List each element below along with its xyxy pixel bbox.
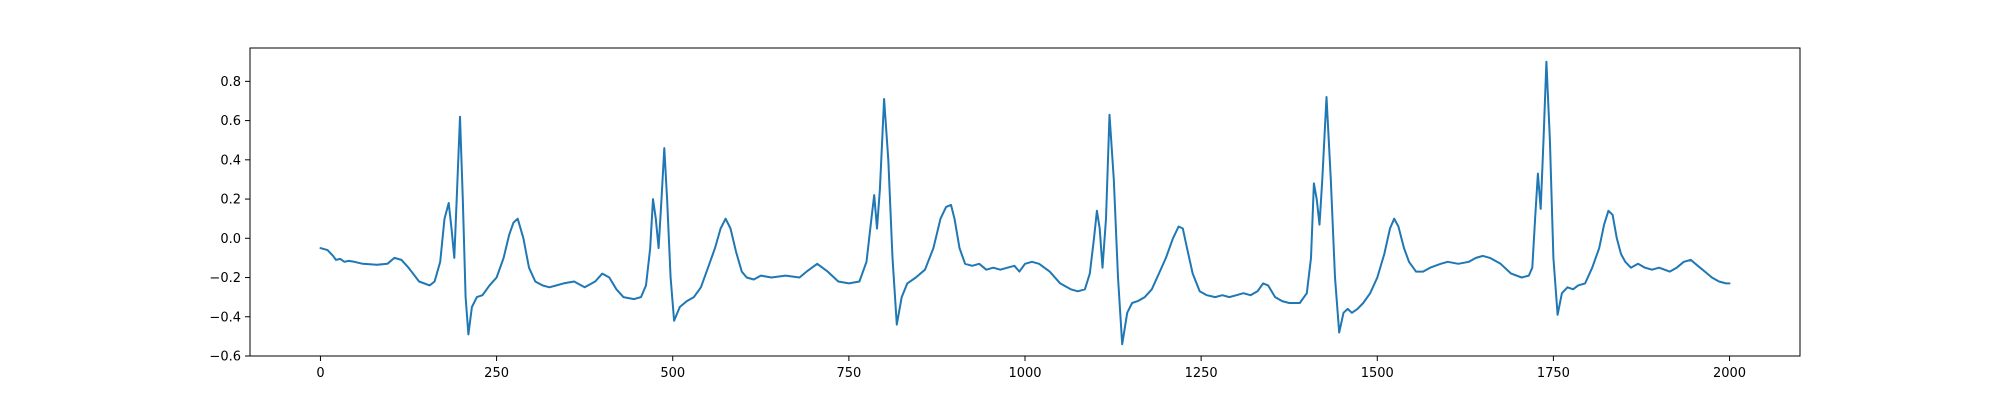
y-tick-label: −0.4 xyxy=(209,310,241,325)
y-tick-label: 0.2 xyxy=(220,193,241,208)
x-tick-label: 0 xyxy=(316,366,324,381)
x-axis: 0 250 500 750 1000 1250 1500 1750 2000 xyxy=(316,356,1746,381)
y-tick-label: 0.8 xyxy=(220,75,241,90)
y-tick-label: −0.6 xyxy=(209,350,241,365)
plot-area-border xyxy=(249,47,1801,357)
y-tick-label: 0.4 xyxy=(220,153,241,168)
x-tick-label: 750 xyxy=(836,366,861,381)
y-tick-label: 0.0 xyxy=(220,232,241,247)
y-tick-label: 0.6 xyxy=(220,114,241,129)
x-tick-label: 250 xyxy=(484,366,509,381)
x-tick-label: 1750 xyxy=(1537,366,1570,381)
x-tick-label: 2000 xyxy=(1713,366,1746,381)
ecg-signal-line xyxy=(319,60,1731,346)
x-tick-label: 1000 xyxy=(1008,366,1041,381)
y-axis: −0.6 −0.4 −0.2 0.0 0.2 0.4 0.6 0.8 xyxy=(209,75,250,365)
x-tick-label: 1250 xyxy=(1185,366,1218,381)
x-tick-label: 500 xyxy=(660,366,685,381)
x-tick-label: 1500 xyxy=(1361,366,1394,381)
y-tick-label: −0.2 xyxy=(209,271,241,286)
